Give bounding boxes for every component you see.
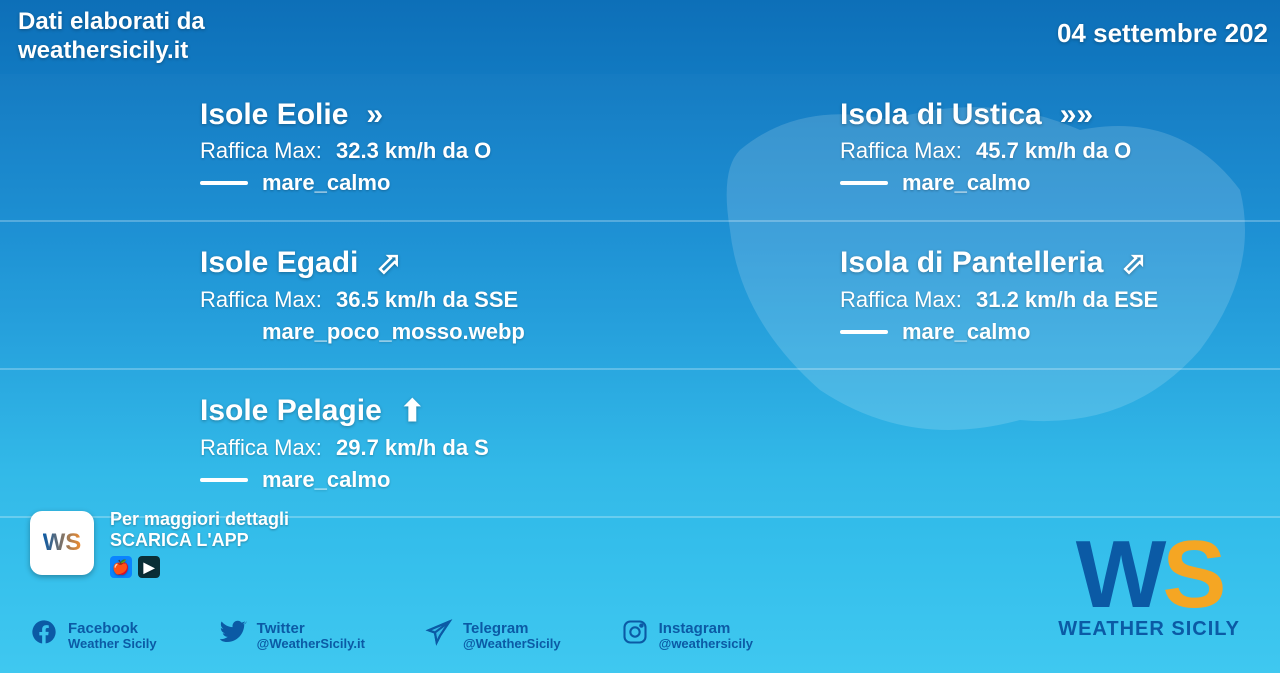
social-handle: @weathersicily (659, 637, 753, 651)
gust-label: Raffica Max: (200, 287, 322, 312)
sea-state: mare_poco_mosso.webp (262, 319, 525, 345)
date-label: 04 settembre 202 (1057, 18, 1268, 49)
sea-wave-icon (840, 330, 888, 334)
sea-state: mare_calmo (262, 170, 390, 196)
island-card: Isola di Pantelleria ⬀ Raffica Max: 31.2… (640, 246, 1280, 345)
island-name: Isola di Ustica (840, 98, 1042, 132)
gust-line: Raffica Max: 45.7 km/h da O (840, 138, 1280, 164)
sea-state: mare_calmo (902, 319, 1030, 345)
facebook-icon (30, 618, 58, 654)
sea-wave-icon (840, 181, 888, 185)
sea-state-line: mare_calmo (840, 319, 1280, 345)
island-name: Isole Pelagie (200, 394, 382, 428)
gust-line: Raffica Max: 36.5 km/h da SSE (200, 287, 640, 313)
sea-state-line: mare_calmo (200, 467, 640, 493)
sea-state-line: mare_calmo (840, 170, 1280, 196)
logo-w: W (1076, 521, 1163, 628)
grid-row-3: Isole Pelagie ⬆ Raffica Max: 29.7 km/h d… (0, 370, 1280, 518)
logo-s: S (1162, 521, 1222, 628)
gust-line: Raffica Max: 29.7 km/h da S (200, 435, 640, 461)
wind-direction-icon: »» (1060, 98, 1093, 132)
social-name: Telegram (463, 621, 561, 638)
island-card: Isole Egadi ⬀ Raffica Max: 36.5 km/h da … (0, 246, 640, 345)
wind-direction-icon: ⬀ (1121, 246, 1146, 281)
social-links: Facebook Weather Sicily Twitter @Weather… (30, 617, 753, 655)
sea-wave-icon (200, 478, 248, 482)
island-card: Isole Pelagie ⬆ Raffica Max: 29.7 km/h d… (0, 394, 640, 493)
app-logo-badge[interactable]: WS (30, 511, 94, 575)
wind-direction-icon: ⬆ (400, 394, 425, 429)
wind-direction-icon: ⬀ (376, 246, 401, 281)
grid-row-1: Isole Eolie » Raffica Max: 32.3 km/h da … (0, 74, 1280, 222)
twitter-link[interactable]: Twitter @WeatherSicily.it (217, 617, 365, 655)
island-card: Isola di Ustica »» Raffica Max: 45.7 km/… (640, 98, 1280, 196)
gust-label: Raffica Max: (840, 287, 962, 312)
gust-line: Raffica Max: 32.3 km/h da O (200, 138, 640, 164)
appstore-icon[interactable]: 🍎 (110, 556, 132, 578)
sea-state: mare_calmo (262, 467, 390, 493)
gust-value: 32.3 km/h da O (336, 138, 491, 163)
playstore-icon[interactable]: ▶ (138, 556, 160, 578)
social-name: Facebook (68, 621, 157, 638)
sea-state-line: mare_calmo (200, 170, 640, 196)
instagram-link[interactable]: Instagram @weathersicily (621, 617, 753, 655)
data-source-label: Dati elaborati da weathersicily.it (18, 8, 205, 66)
cta-line1: Per maggiori dettagli (110, 509, 289, 531)
data-source-line1: Dati elaborati da (18, 8, 205, 37)
gust-line: Raffica Max: 31.2 km/h da ESE (840, 287, 1280, 313)
telegram-icon (425, 618, 453, 654)
gust-label: Raffica Max: (200, 138, 322, 163)
gust-value: 36.5 km/h da SSE (336, 287, 518, 312)
data-source-line2: weathersicily.it (18, 37, 205, 66)
gust-value: 45.7 km/h da O (976, 138, 1131, 163)
app-download-cta: WS Per maggiori dettagli SCARICA L'APP 🍎… (30, 509, 289, 578)
island-name: Isole Eolie (200, 98, 348, 132)
gust-value: 31.2 km/h da ESE (976, 287, 1158, 312)
gust-label: Raffica Max: (840, 138, 962, 163)
app-logo-text: WS (43, 529, 82, 557)
social-name: Instagram (659, 621, 753, 638)
island-name: Isola di Pantelleria (840, 246, 1103, 280)
twitter-icon (217, 617, 247, 655)
gust-label: Raffica Max: (200, 435, 322, 460)
social-name: Twitter (257, 621, 365, 638)
cta-line2: SCARICA L'APP (110, 530, 289, 552)
sea-wave-icon (200, 181, 248, 185)
social-handle: @WeatherSicily.it (257, 637, 365, 651)
islands-grid: Isole Eolie » Raffica Max: 32.3 km/h da … (0, 74, 1280, 518)
wind-direction-icon: » (366, 98, 383, 132)
instagram-icon (621, 618, 649, 654)
social-handle: @WeatherSicily (463, 637, 561, 651)
sea-state-line: mare_poco_mosso.webp (200, 319, 640, 345)
island-name: Isole Egadi (200, 246, 358, 280)
telegram-link[interactable]: Telegram @WeatherSicily (425, 617, 561, 655)
island-card: Isole Eolie » Raffica Max: 32.3 km/h da … (0, 98, 640, 196)
social-handle: Weather Sicily (68, 637, 157, 651)
sea-state: mare_calmo (902, 170, 1030, 196)
main-logo: WS WEATHER SICILY (1058, 532, 1240, 645)
facebook-link[interactable]: Facebook Weather Sicily (30, 617, 157, 655)
gust-value: 29.7 km/h da S (336, 435, 489, 460)
logo-subtitle: WEATHER SICILY (1058, 618, 1240, 641)
cta-text: Per maggiori dettagli SCARICA L'APP 🍎 ▶ (110, 509, 289, 578)
grid-row-2: Isole Egadi ⬀ Raffica Max: 36.5 km/h da … (0, 222, 1280, 370)
